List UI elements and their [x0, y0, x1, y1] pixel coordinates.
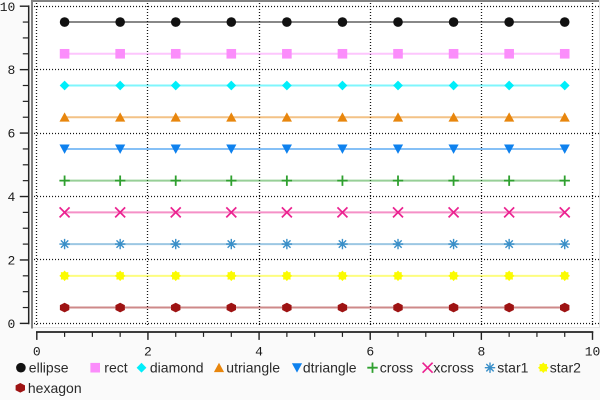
svg-text:0: 0 — [7, 317, 15, 332]
svg-text:star2: star2 — [550, 360, 581, 376]
svg-text:2: 2 — [144, 344, 152, 359]
svg-text:8: 8 — [7, 63, 15, 78]
svg-text:10: 10 — [585, 344, 600, 359]
svg-text:diamond: diamond — [150, 360, 204, 376]
svg-text:2: 2 — [7, 254, 15, 269]
svg-text:6: 6 — [7, 127, 15, 142]
svg-text:xcross: xcross — [433, 360, 473, 376]
svg-text:0: 0 — [33, 344, 41, 359]
svg-text:cross: cross — [380, 360, 413, 376]
svg-text:rect: rect — [104, 360, 127, 376]
svg-text:10: 10 — [0, 0, 15, 15]
svg-text:4: 4 — [7, 190, 15, 205]
svg-text:utriangle: utriangle — [226, 360, 280, 376]
svg-text:6: 6 — [366, 344, 374, 359]
svg-text:hexagon: hexagon — [28, 380, 82, 396]
svg-text:8: 8 — [477, 344, 485, 359]
svg-text:star1: star1 — [497, 360, 528, 376]
svg-text:ellipse: ellipse — [29, 360, 69, 376]
svg-text:4: 4 — [255, 344, 263, 359]
svg-text:dtriangle: dtriangle — [303, 360, 357, 376]
